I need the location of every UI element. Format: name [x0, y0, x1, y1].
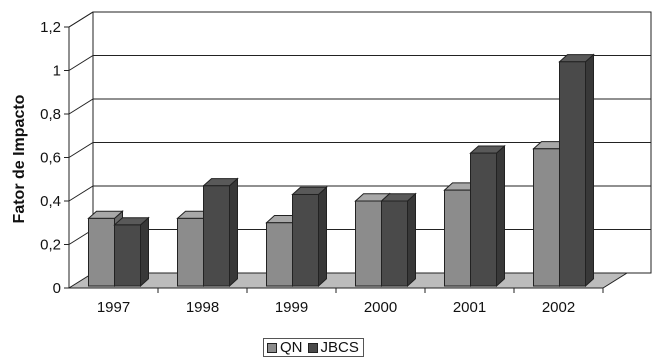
x-tick-label: 1999 [275, 299, 308, 316]
bar-jbcs-1997 [113, 216, 150, 288]
y-tick-label: 0,2 [40, 237, 61, 254]
bar-front-face [559, 61, 586, 287]
bar-front-face [114, 224, 141, 287]
bar-front-face [88, 217, 115, 287]
bar-jbcs-1999 [291, 186, 328, 288]
x-tick-label: 2001 [453, 299, 486, 316]
bar-front-face [203, 185, 230, 287]
axes [64, 11, 604, 293]
bar-side-face [318, 186, 327, 288]
bar-front-face [266, 222, 293, 287]
gridline [68, 55, 651, 71]
bar-front-face [381, 200, 408, 287]
bar-jbcs-1998 [202, 177, 239, 288]
y-tick-label: 0,6 [40, 150, 61, 167]
bar-jbcs-2001 [469, 144, 506, 288]
y-tick-label: 0,4 [40, 193, 61, 210]
gridline [68, 142, 651, 158]
y-tick-label: 0 [53, 280, 61, 297]
bar-side-face [229, 177, 238, 288]
y-tick-label: 1,2 [40, 19, 61, 36]
bar-front-face [533, 148, 560, 287]
y-axis-label: Fator de Impacto [11, 94, 28, 223]
y-tick-label: 1 [53, 63, 61, 80]
gridline [68, 98, 651, 115]
bar-front-face [292, 193, 319, 287]
bar-side-face [496, 144, 505, 288]
bar-front-face [355, 200, 382, 287]
legend-swatch-jbcs [307, 342, 318, 353]
y-tick-labels: 0 0,2 0,4 0,6 0,8 1 1,2 [40, 19, 61, 297]
legend-swatch-qn [267, 342, 277, 353]
bar-side-face [407, 192, 416, 288]
bar-jbcs-2002 [558, 53, 595, 288]
bar-front-face [470, 152, 497, 287]
bar-front-face [177, 217, 204, 287]
x-tick-label: 2002 [542, 299, 575, 316]
bars [87, 53, 595, 288]
legend-label-qn: QN [280, 339, 303, 356]
legend-item-jbcs: JBCS [307, 339, 359, 356]
bar-side-face [585, 53, 594, 288]
legend: QN JBCS [263, 338, 364, 357]
x-tick-label: 1997 [97, 299, 130, 316]
y-tick-label: 0,8 [40, 106, 61, 123]
bar-front-face [444, 189, 471, 287]
bar-jbcs-2000 [380, 192, 417, 288]
legend-item-qn: QN [267, 339, 303, 356]
x-tick-label: 1998 [186, 299, 219, 316]
bar-side-face [140, 216, 149, 288]
y-axis-depth-line [68, 11, 94, 28]
x-tick-label: 2000 [364, 299, 397, 316]
x-tick-labels: 1997 1998 1999 2000 2001 2002 [97, 299, 575, 316]
legend-label-jbcs: JBCS [320, 339, 359, 356]
